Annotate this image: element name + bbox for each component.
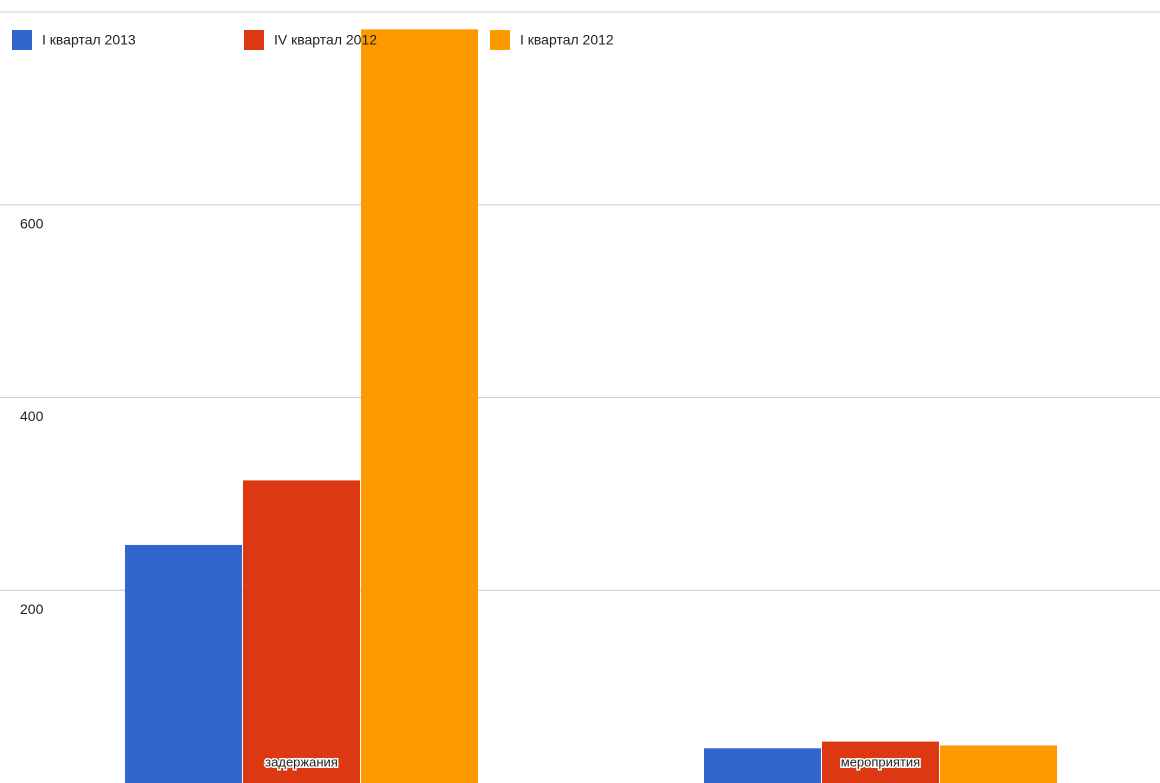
bar <box>243 480 360 783</box>
bar <box>125 544 242 783</box>
legend-swatch <box>12 30 32 50</box>
x-tick-label: мероприятия <box>841 754 920 769</box>
legend-label: I квартал 2012 <box>520 32 614 48</box>
legend-swatch <box>244 30 264 50</box>
y-tick-label: 200 <box>20 601 44 617</box>
y-tick-label: 400 <box>20 408 44 424</box>
bar <box>361 29 478 783</box>
x-tick-label: задержания <box>265 754 338 769</box>
legend-label: I квартал 2013 <box>42 32 136 48</box>
bar <box>940 745 1057 783</box>
bar <box>822 741 939 783</box>
y-tick-label: 600 <box>20 215 44 231</box>
legend-label: IV квартал 2012 <box>274 32 377 48</box>
legend-swatch <box>490 30 510 50</box>
bar <box>704 748 821 783</box>
